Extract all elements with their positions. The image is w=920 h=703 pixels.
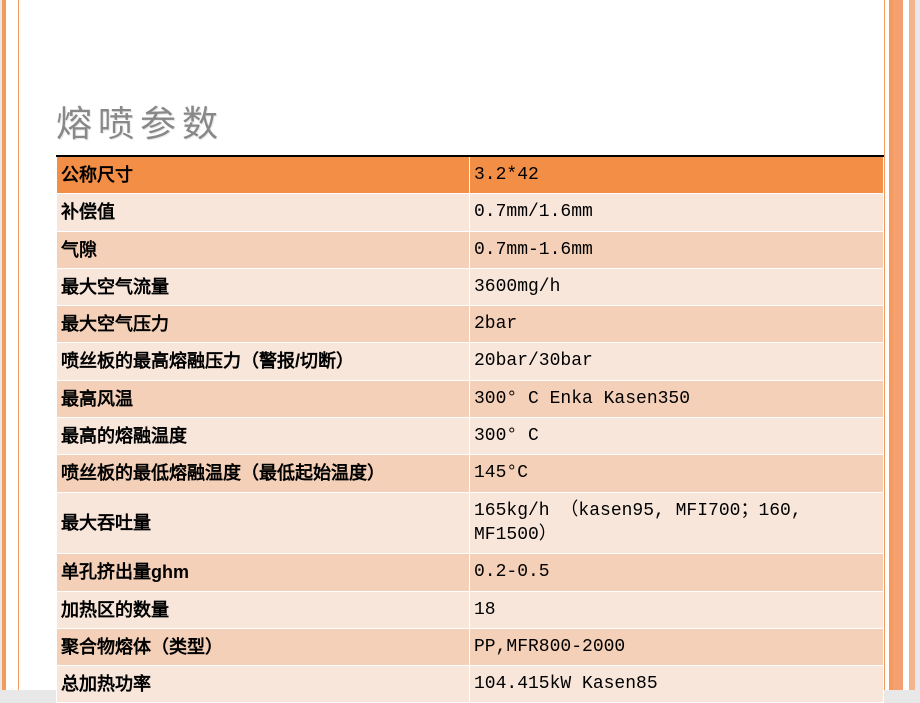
table-row: 总加热功率104.415kW Kasen85 xyxy=(57,666,884,703)
slide-title: 熔喷参数 xyxy=(56,95,884,147)
row-label: 总加热功率 xyxy=(57,666,470,703)
table-row: 补偿值0.7mm/1.6mm xyxy=(57,194,884,231)
row-value: 0.2-0.5 xyxy=(470,554,884,591)
right-edge-stripe-1 xyxy=(893,0,903,690)
table-row: 喷丝板的最高熔融压力（警报/切断）20bar/30bar xyxy=(57,343,884,380)
row-label: 单孔挤出量ghm xyxy=(57,554,470,591)
parameters-table: 公称尺寸 3.2*42 补偿值0.7mm/1.6mm气隙0.7mm-1.6mm最… xyxy=(56,155,884,703)
row-value: 20bar/30bar xyxy=(470,343,884,380)
row-label: 最高的熔融温度 xyxy=(57,418,470,455)
table-row: 最高的熔融温度300° C xyxy=(57,418,884,455)
slide-frame: 熔喷参数 公称尺寸 3.2*42 补偿值0.7mm/1.6mm气隙0.7mm-1… xyxy=(2,0,893,690)
row-label: 最大空气压力 xyxy=(57,306,470,343)
table-row: 加热区的数量18 xyxy=(57,591,884,628)
inner-border-left xyxy=(18,0,19,690)
row-value: 0.7mm/1.6mm xyxy=(470,194,884,231)
table-row: 单孔挤出量ghm0.2-0.5 xyxy=(57,554,884,591)
row-value: 104.415kW Kasen85 xyxy=(470,666,884,703)
row-label: 喷丝板的最低熔融温度（最低起始温度） xyxy=(57,455,470,492)
header-label: 公称尺寸 xyxy=(57,156,470,194)
row-value: 145°C xyxy=(470,455,884,492)
row-value: 2bar xyxy=(470,306,884,343)
right-edge-stripe-3 xyxy=(909,0,915,690)
row-label: 最大吞吐量 xyxy=(57,492,470,554)
row-value: 165kg/h （kasen95, MFI700；160, MF1500） xyxy=(470,492,884,554)
table-row: 喷丝板的最低熔融温度（最低起始温度）145°C xyxy=(57,455,884,492)
row-value: 3600mg/h xyxy=(470,268,884,305)
row-value: 300° C xyxy=(470,418,884,455)
table-row: 聚合物熔体（类型）PP,MFR800-2000 xyxy=(57,628,884,665)
table-row: 最大空气流量3600mg/h xyxy=(57,268,884,305)
row-value: 300° C Enka Kasen350 xyxy=(470,380,884,417)
content-area: 熔喷参数 公称尺寸 3.2*42 补偿值0.7mm/1.6mm气隙0.7mm-1… xyxy=(56,0,884,703)
row-label: 气隙 xyxy=(57,231,470,268)
row-value: 18 xyxy=(470,591,884,628)
row-label: 补偿值 xyxy=(57,194,470,231)
table-row: 最大吞吐量165kg/h （kasen95, MFI700；160, MF150… xyxy=(57,492,884,554)
table-row: 气隙0.7mm-1.6mm xyxy=(57,231,884,268)
table-header-row: 公称尺寸 3.2*42 xyxy=(57,156,884,194)
row-label: 聚合物熔体（类型） xyxy=(57,628,470,665)
inner-border-right xyxy=(884,0,885,690)
row-label: 喷丝板的最高熔融压力（警报/切断） xyxy=(57,343,470,380)
row-label: 最大空气流量 xyxy=(57,268,470,305)
table-row: 最大空气压力2bar xyxy=(57,306,884,343)
table-row: 最高风温300° C Enka Kasen350 xyxy=(57,380,884,417)
row-label: 加热区的数量 xyxy=(57,591,470,628)
row-label: 最高风温 xyxy=(57,380,470,417)
row-value: PP,MFR800-2000 xyxy=(470,628,884,665)
header-value: 3.2*42 xyxy=(470,156,884,194)
row-value: 0.7mm-1.6mm xyxy=(470,231,884,268)
